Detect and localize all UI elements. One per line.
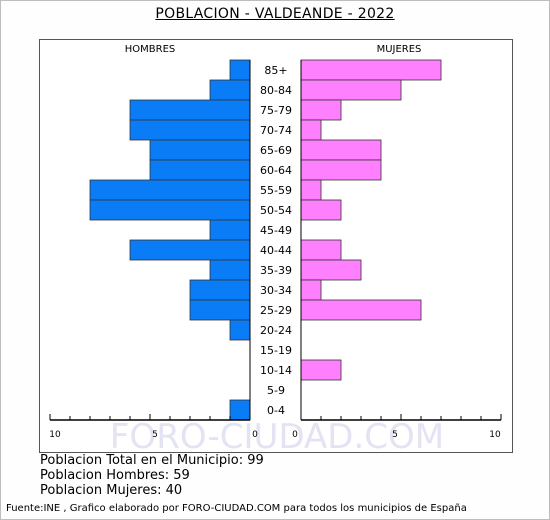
series-label-mujeres: MUJERES <box>377 44 422 55</box>
stat-hombres: Poblacion Hombres: 59 <box>40 468 190 483</box>
bar-mujeres-35-39 <box>300 259 362 281</box>
age-label-20-24: 20-24 <box>260 324 292 337</box>
age-label-55-59: 55-59 <box>260 184 292 197</box>
bar-hombres-40-44 <box>129 239 251 261</box>
tick-label-hombres-10: 10 <box>49 430 61 440</box>
tick-label-mujeres-10: 10 <box>489 430 501 440</box>
bar-mujeres-70-74 <box>300 119 322 141</box>
bar-hombres-65-69 <box>149 139 251 161</box>
bar-hombres-70-74 <box>129 119 251 141</box>
age-label-10-14: 10-14 <box>260 364 292 377</box>
bar-mujeres-55-59 <box>300 179 322 201</box>
bar-mujeres-60-64 <box>300 159 382 181</box>
stat-total: Poblacion Total en el Municipio: 99 <box>40 453 264 468</box>
age-label-0-4: 0-4 <box>267 404 285 417</box>
age-label-15-19: 15-19 <box>260 344 292 357</box>
age-label-35-39: 35-39 <box>260 264 292 277</box>
chart-title: POBLACION - VALDEANDE - 2022 <box>155 6 395 22</box>
age-label-5-9: 5-9 <box>267 384 285 397</box>
tick-label-mujeres-5: 5 <box>392 430 398 440</box>
bar-mujeres-65-69 <box>300 139 382 161</box>
bar-mujeres-80-84 <box>300 79 402 101</box>
age-label-50-54: 50-54 <box>260 204 292 217</box>
chart-plot-box <box>39 39 513 453</box>
tick-label-mujeres-0: 0 <box>292 430 298 440</box>
age-label-65-69: 65-69 <box>260 144 292 157</box>
age-label-40-44: 40-44 <box>260 244 292 257</box>
age-label-45-49: 45-49 <box>260 224 292 237</box>
bar-hombres-50-54 <box>89 199 251 221</box>
tick-label-hombres-0: 0 <box>252 430 258 440</box>
bar-hombres-0-4 <box>229 399 251 421</box>
age-label-70-74: 70-74 <box>260 124 292 137</box>
age-label-85+: 85+ <box>264 64 287 77</box>
bar-mujeres-75-79 <box>300 99 342 121</box>
bar-hombres-30-34 <box>189 279 251 301</box>
tick-label-hombres-5: 5 <box>152 430 158 440</box>
bar-hombres-60-64 <box>149 159 251 181</box>
bar-mujeres-10-14 <box>300 359 342 381</box>
series-label-hombres: HOMBRES <box>125 44 176 55</box>
bar-hombres-55-59 <box>89 179 251 201</box>
bar-mujeres-25-29 <box>300 299 422 321</box>
bar-hombres-85+ <box>229 59 251 81</box>
bar-mujeres-85+ <box>300 59 442 81</box>
age-label-80-84: 80-84 <box>260 84 292 97</box>
bar-hombres-45-49 <box>209 219 251 241</box>
bar-hombres-25-29 <box>189 299 251 321</box>
watermark: FORO-CIUDAD.COM <box>110 417 444 457</box>
bar-hombres-80-84 <box>209 79 251 101</box>
bar-hombres-75-79 <box>129 99 251 121</box>
bar-mujeres-50-54 <box>300 199 342 221</box>
age-label-60-64: 60-64 <box>260 164 292 177</box>
stat-mujeres: Poblacion Mujeres: 40 <box>40 483 183 498</box>
age-label-30-34: 30-34 <box>260 284 292 297</box>
source-note: Fuente:INE , Grafico elaborado por FORO-… <box>6 503 467 514</box>
bar-hombres-20-24 <box>229 319 251 341</box>
bar-mujeres-40-44 <box>300 239 342 261</box>
bar-hombres-35-39 <box>209 259 251 281</box>
age-label-75-79: 75-79 <box>260 104 292 117</box>
age-label-25-29: 25-29 <box>260 304 292 317</box>
bar-mujeres-30-34 <box>300 279 322 301</box>
